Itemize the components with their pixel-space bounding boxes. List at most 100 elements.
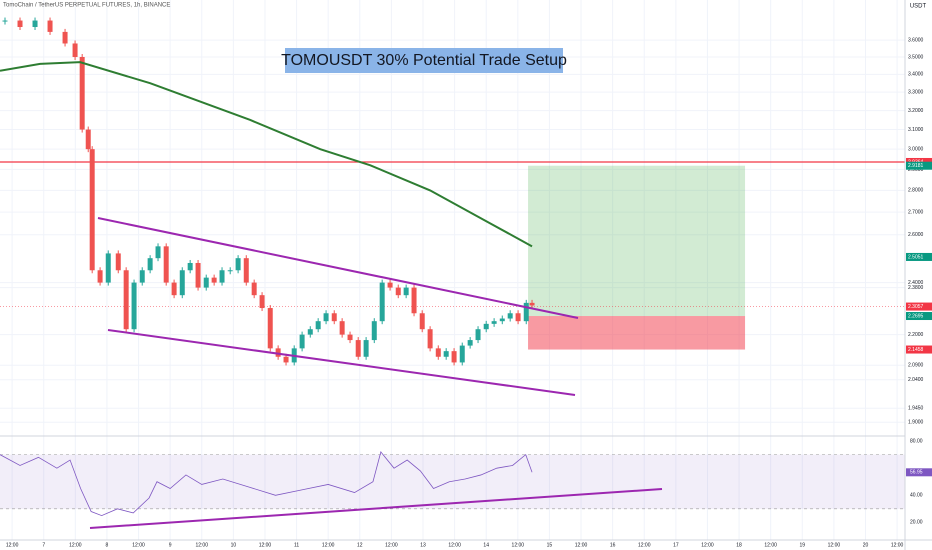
- candle: [387, 282, 393, 288]
- x-tick-label: 16: [610, 542, 616, 548]
- candle: [219, 270, 225, 283]
- x-tick-label: 9: [169, 542, 172, 548]
- channel-lower: [107, 329, 576, 396]
- candle: [483, 323, 489, 330]
- candle: [267, 308, 273, 349]
- candle: [379, 282, 385, 322]
- candle: [131, 282, 137, 330]
- x-tick-label: 12:00: [448, 542, 461, 548]
- x-tick-label: 12:00: [638, 542, 651, 548]
- x-tick-label: 15: [547, 542, 553, 548]
- title-box: [285, 48, 563, 73]
- candle: [459, 345, 465, 363]
- x-tick-label: 14: [483, 542, 489, 548]
- candle: [2, 20, 8, 22]
- price-tag-label: 2.1458: [908, 347, 924, 353]
- y-tick-label: 3.2000: [908, 108, 924, 114]
- candle: [85, 129, 91, 150]
- candle: [315, 321, 321, 330]
- candle: [115, 253, 121, 271]
- candle: [47, 20, 53, 32]
- candle: [251, 282, 257, 296]
- candle: [187, 262, 193, 271]
- rsi-band: [0, 454, 905, 509]
- plot: [0, 17, 905, 517]
- candle: [355, 340, 361, 357]
- candle: [155, 246, 161, 259]
- candle: [403, 287, 409, 296]
- candle: [451, 351, 457, 363]
- candle: [467, 340, 473, 346]
- price-tag: [906, 345, 932, 354]
- y-tick-label: 2.6000: [908, 232, 924, 238]
- x-tick-label: 12:00: [69, 542, 82, 548]
- header: TomoChain / TetherUS PERPETUAL FUTURES, …: [3, 3, 170, 9]
- candle: [339, 321, 345, 335]
- price-tag-label: 2.5051: [908, 254, 924, 260]
- candle: [523, 302, 529, 322]
- x-tick-label: 12:00: [701, 542, 714, 548]
- candle: [243, 258, 249, 283]
- x-tick-label: 7: [42, 542, 45, 548]
- x-tick-label: 12:00: [512, 542, 525, 548]
- y-tick-label: 2.8000: [908, 188, 924, 194]
- x-tick-label: 17: [673, 542, 679, 548]
- candle: [411, 287, 417, 314]
- price-tag: [906, 302, 932, 311]
- price-tag-label: 2.9181: [908, 163, 924, 169]
- x-tick-label: 11: [294, 542, 299, 548]
- x-tick-label: 12:00: [132, 542, 145, 548]
- x-tick-label: 12:00: [828, 542, 841, 548]
- y-tick-label: 2.0400: [908, 377, 924, 383]
- candle: [435, 348, 441, 357]
- candle: [529, 302, 535, 306]
- price-tag-label: 2.3057: [908, 304, 924, 310]
- rsi-tick-label: 40.00: [910, 493, 923, 499]
- y-tick-label: 3.1000: [908, 127, 924, 133]
- y-tick-label: 1.9000: [908, 420, 924, 426]
- candle: [179, 270, 185, 296]
- x-tick-label: 8: [106, 542, 109, 548]
- candle: [475, 329, 481, 341]
- x-tick-label: 10: [231, 542, 237, 548]
- candle: [163, 246, 169, 283]
- candle: [79, 56, 85, 130]
- candle: [211, 277, 217, 283]
- x-tick-label: 12:00: [385, 542, 398, 548]
- x-tick-label: 12:00: [764, 542, 777, 548]
- candle: [419, 313, 425, 330]
- y-tick-label: 1.9450: [908, 406, 924, 412]
- candle: [275, 348, 281, 357]
- y-tick-label: 2.4000: [908, 280, 924, 286]
- rsi-tag-label: 56.95: [910, 470, 923, 476]
- x-tick-label: 12:00: [322, 542, 335, 548]
- rsi-trendline: [89, 488, 663, 529]
- x-tick-label: 19: [799, 542, 805, 548]
- candle: [227, 270, 233, 272]
- rsi-tick-label: 80.00: [910, 438, 923, 444]
- y-tick-label: 3.3000: [908, 90, 924, 96]
- candle: [507, 313, 513, 319]
- y-tick-label: 3.4000: [908, 72, 924, 78]
- y-tick-label: 2.2000: [908, 332, 924, 338]
- candle: [259, 295, 265, 309]
- price-tag: [906, 252, 932, 261]
- candle: [89, 149, 95, 271]
- y-tick-label: 3.6000: [908, 37, 924, 43]
- annotation-title: TOMOUSDT 30% Potential Trade Setup: [281, 52, 567, 69]
- axis-unit: USDT: [910, 4, 927, 10]
- x-tick-label: 18: [736, 542, 742, 548]
- x-tick-label: 12:00: [891, 542, 904, 548]
- x-tick-label: 12: [357, 542, 363, 548]
- candle: [235, 258, 241, 271]
- candle: [72, 43, 78, 57]
- candle: [395, 287, 401, 296]
- candle: [97, 270, 103, 283]
- candle: [32, 20, 38, 28]
- x-tick-label: 20: [863, 542, 869, 548]
- target-zone: [528, 165, 746, 317]
- y-tick-label: 3.5000: [908, 54, 924, 60]
- candle: [515, 313, 521, 322]
- y-tick-label: 3.0000: [908, 146, 924, 152]
- candle: [499, 318, 505, 322]
